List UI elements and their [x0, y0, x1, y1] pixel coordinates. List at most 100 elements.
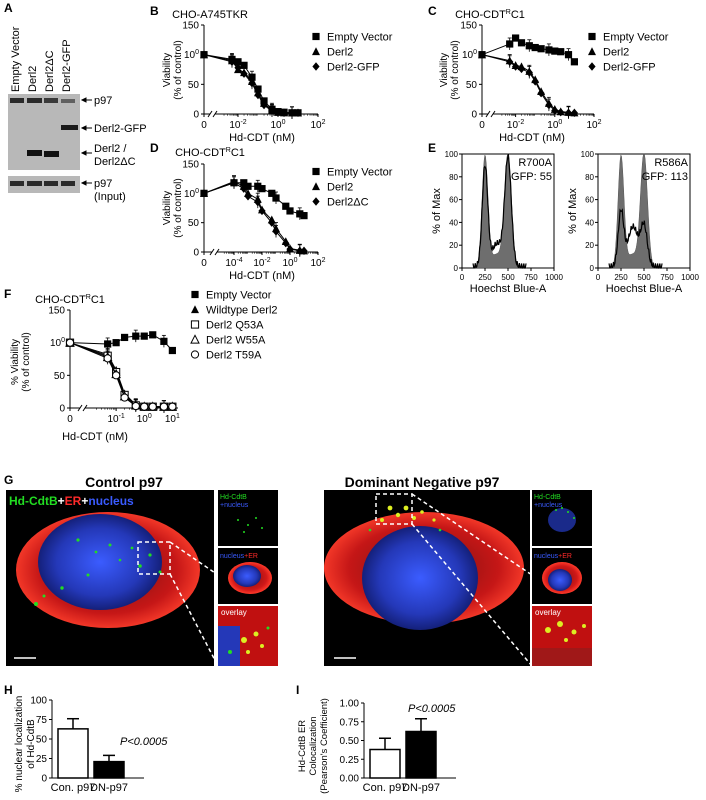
data-point — [200, 50, 208, 59]
bar — [405, 730, 437, 779]
data-point — [258, 206, 266, 216]
legend-label: Derl2 T59A — [206, 350, 262, 362]
x-tick-label: 100 — [547, 119, 562, 131]
data-point — [512, 34, 520, 42]
bar — [369, 748, 401, 779]
legend-label: Empty Vector — [206, 290, 272, 302]
y-axis-label-2: of Hd-CdtB — [26, 719, 37, 769]
x-tick-label: 102 — [586, 119, 601, 131]
x-tick-label: 102 — [310, 119, 325, 131]
data-point — [274, 108, 282, 117]
axis-break-2 — [490, 110, 496, 118]
y-tick-label: 100 — [462, 49, 477, 61]
legend-marker — [588, 32, 596, 41]
data-point — [557, 108, 565, 117]
y-tick-label: 0 — [59, 404, 65, 415]
histogram-gfp-label: GFP: 55 — [511, 171, 552, 183]
data-point — [286, 244, 294, 254]
x-tick-label: 10-1 — [107, 413, 124, 425]
dn-zoom-box — [375, 493, 413, 525]
data-point — [272, 194, 280, 202]
band-label-derl2: Derl2 / — [94, 143, 127, 155]
lane-label-derl2: Derl2 — [27, 66, 39, 92]
y-tick-label: 150 — [48, 306, 65, 317]
y-tick-label: 0 — [41, 774, 47, 785]
thumb-label-cdtb-dn: Hd-CdtB — [534, 494, 561, 501]
data-point — [200, 189, 208, 198]
panel-letter-h: H — [4, 683, 13, 697]
y-axis-label-2: (% of control) — [173, 40, 184, 99]
legend-marker — [312, 197, 320, 206]
band-derl2dc — [44, 151, 59, 157]
data-point — [65, 338, 75, 347]
data-point — [557, 48, 565, 56]
axis-break-2 — [82, 404, 88, 412]
lane-label-derl2gfp: Derl2-GFP — [61, 39, 73, 92]
x-tick-label: 0 — [479, 120, 485, 131]
data-point — [545, 46, 553, 54]
data-point — [244, 182, 252, 190]
y-tick-label: 50 — [54, 371, 66, 382]
panel-b-viability-chart: B CHO-A745TKR Viability (% of control) H… — [150, 4, 393, 144]
x-tick-label: Con. p97 — [51, 782, 96, 794]
x-axis-label: Hd-CDT (nM) — [62, 431, 128, 443]
data-point — [525, 68, 533, 77]
y-axis-label-1: Viability — [162, 53, 173, 87]
legend-label: Wildtype Derl2 — [206, 305, 278, 317]
band-label-input: (Input) — [94, 191, 126, 203]
band-derl2gfp — [61, 125, 78, 130]
y-tick-label: 50 — [466, 80, 478, 91]
data-point — [149, 331, 157, 339]
data-point — [296, 210, 304, 218]
dn-thumb-overlay: overlay — [532, 606, 592, 666]
band-derl2 — [27, 150, 42, 156]
legend-label: Empty Vector — [327, 32, 393, 44]
band-label-p97-input: p97 — [94, 178, 112, 190]
y-tick-label: 40 — [585, 218, 594, 227]
legend-label: Derl2 — [327, 182, 353, 194]
panel-letter-b: B — [150, 4, 159, 18]
y-tick-label: 25 — [36, 754, 48, 765]
data-point — [244, 192, 252, 201]
y-tick-label: 100 — [50, 337, 65, 349]
panel-f-viability-chart: F CHO-CDTRC1 % Viability (% of control) … — [4, 287, 278, 443]
data-point — [294, 108, 302, 118]
data-point — [517, 64, 526, 74]
data-point — [537, 45, 545, 53]
data-point — [240, 61, 248, 69]
data-point — [140, 402, 149, 411]
data-point — [120, 393, 129, 402]
thumb-label-nucleus: +nucleus — [220, 502, 249, 509]
y-tick-label: 75 — [36, 715, 48, 726]
x-axis-label: Hoechst Blue-A — [470, 283, 547, 295]
y-tick-label: 50 — [188, 80, 200, 91]
dn-thumb-cdtb: Hd-CdtB +nucleus — [532, 490, 592, 546]
panel-letter-c: C — [428, 4, 437, 18]
band-p97-lane2 — [27, 98, 42, 103]
y-axis-label-1: Viability — [439, 53, 450, 87]
x-axis-label: Hd-CDT (nM) — [229, 270, 295, 282]
x-tick-label: 10-4 — [225, 257, 242, 269]
legend-marker — [312, 62, 320, 71]
data-point — [120, 333, 129, 342]
x-tick-label: 1000 — [681, 273, 699, 282]
x-tick-label: 250 — [478, 273, 492, 282]
thumb-label-cdtb: Hd-CdtB — [220, 494, 247, 501]
y-tick-label: 100 — [581, 150, 595, 159]
histogram-sample — [608, 208, 663, 269]
data-point — [280, 108, 288, 118]
legend-marker — [190, 350, 200, 359]
x-tick-label: 750 — [524, 273, 538, 282]
y-tick-label: 0.00 — [340, 774, 360, 785]
axis-break-1 — [77, 404, 83, 412]
panel-letter-e: E — [428, 141, 436, 155]
x-tick-label: 100 — [137, 413, 152, 425]
data-point — [296, 246, 304, 256]
panel-c-viability-chart: C CHO-CDTRC1 Viability (% of control) Hd… — [428, 4, 669, 144]
panel-letter-a: A — [4, 1, 13, 15]
y-tick-label: 100 — [184, 49, 199, 61]
data-point — [104, 340, 112, 348]
series-line-2 — [203, 181, 305, 252]
dn-nucleus — [362, 526, 478, 630]
p-value: P<0.0005 — [120, 736, 168, 748]
